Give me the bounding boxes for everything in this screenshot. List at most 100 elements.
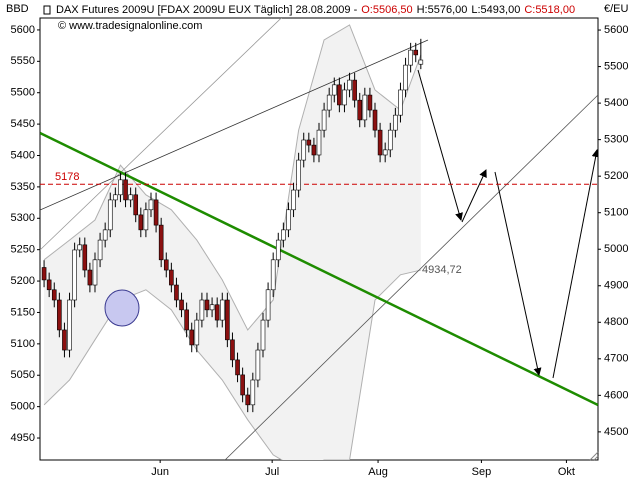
candle-body bbox=[413, 49, 419, 56]
trend-line bbox=[40, 131, 598, 407]
y2-tick-label: 5200 bbox=[604, 170, 628, 182]
candle-body bbox=[225, 299, 230, 341]
candle-body bbox=[163, 259, 169, 271]
trend-line bbox=[40, 18, 282, 251]
candle-body bbox=[296, 159, 301, 191]
y-tick-label: 5250 bbox=[11, 244, 35, 256]
candle-body bbox=[219, 299, 225, 321]
trend-line bbox=[40, 39, 429, 211]
candle-body bbox=[393, 114, 398, 131]
candle-body bbox=[275, 239, 281, 261]
candle-body bbox=[82, 244, 88, 271]
candle-body bbox=[281, 229, 286, 241]
y2-tick-label: 4700 bbox=[604, 353, 628, 365]
candle-body bbox=[189, 329, 195, 346]
y-tick-label: 5150 bbox=[11, 306, 35, 318]
candle-body bbox=[357, 99, 363, 121]
candle-body bbox=[92, 259, 98, 286]
candle-body bbox=[255, 349, 261, 381]
x-tick-label: Jul bbox=[265, 466, 279, 478]
candle-body bbox=[123, 179, 128, 201]
candle-body bbox=[46, 279, 52, 291]
candle-body bbox=[286, 209, 291, 231]
candle-body bbox=[118, 179, 123, 196]
candle-body bbox=[352, 79, 357, 101]
y-tick-label: 5450 bbox=[11, 118, 35, 130]
y-tick-label: 5350 bbox=[11, 181, 35, 193]
candle-body bbox=[199, 299, 205, 321]
candle-body bbox=[347, 79, 352, 91]
y-tick-label: 5400 bbox=[11, 149, 35, 161]
x-tick-label: Sep bbox=[472, 466, 492, 478]
candle-body bbox=[62, 329, 67, 351]
candle-body bbox=[387, 129, 393, 151]
candle-body bbox=[235, 359, 240, 376]
candle-body bbox=[408, 49, 413, 66]
candle-body bbox=[316, 129, 322, 156]
y-tick-label: 5300 bbox=[11, 212, 35, 224]
candle-body bbox=[102, 229, 108, 241]
candle-body bbox=[97, 239, 103, 261]
candle-body bbox=[87, 269, 93, 286]
candle-body bbox=[403, 64, 408, 91]
y2-tick-label: 4600 bbox=[604, 389, 628, 401]
candle-body bbox=[148, 199, 154, 211]
candle-body bbox=[184, 309, 189, 331]
candle-body bbox=[342, 89, 347, 106]
annotation: 4934,72 bbox=[422, 264, 462, 276]
x-tick-label: Jun bbox=[151, 466, 169, 478]
candle-body bbox=[291, 189, 296, 211]
candle-body bbox=[41, 267, 47, 281]
candle-body bbox=[398, 89, 403, 116]
candle-body bbox=[337, 84, 342, 106]
y-tick-label: 5550 bbox=[11, 55, 35, 67]
y2-tick-label: 5100 bbox=[604, 207, 628, 219]
y-tick-label: 5100 bbox=[11, 338, 35, 350]
trend-line bbox=[224, 94, 598, 460]
level-label: 5178 bbox=[55, 171, 79, 183]
y2-tick-label: 4800 bbox=[604, 316, 628, 328]
candle-body bbox=[326, 94, 332, 111]
candle-body bbox=[204, 299, 210, 311]
candle-body bbox=[51, 289, 57, 301]
arrow bbox=[417, 69, 463, 221]
arrow bbox=[552, 149, 598, 379]
candle-body bbox=[107, 199, 113, 231]
ohlc-label: C:5518,00 bbox=[524, 4, 575, 16]
chart-title: DAX Futures 2009U [FDAX 2009U EUX Täglic… bbox=[56, 4, 575, 16]
y2-tick-label: 5000 bbox=[604, 243, 628, 255]
drawings bbox=[40, 18, 598, 460]
title-icon bbox=[43, 5, 51, 15]
candle-body bbox=[194, 319, 200, 346]
candle-body bbox=[67, 299, 72, 351]
y-axis-label: BBD bbox=[6, 3, 29, 15]
candle-body bbox=[260, 319, 266, 351]
candle-body bbox=[240, 374, 245, 396]
candle-body bbox=[265, 289, 271, 321]
band-lower bbox=[43, 269, 421, 460]
arrow bbox=[461, 169, 487, 223]
y-tick-label: 5000 bbox=[11, 401, 35, 413]
title-text: DAX Futures 2009U [FDAX 2009U EUX Täglic… bbox=[56, 4, 358, 16]
candle-body bbox=[128, 194, 133, 201]
candle-body bbox=[174, 284, 179, 301]
candle-body bbox=[72, 249, 77, 301]
x-tick-label: Aug bbox=[368, 466, 388, 478]
y2-axis-label: €/EU bbox=[604, 3, 629, 15]
y2-tick-label: 5500 bbox=[604, 60, 628, 72]
candle-body bbox=[179, 299, 184, 311]
subtitle: © www.tradesignalonline.com bbox=[58, 20, 202, 32]
candle-body bbox=[367, 94, 373, 111]
x-tick-label: Okt bbox=[558, 466, 575, 478]
candle-body bbox=[113, 194, 118, 201]
y-tick-label: 5600 bbox=[11, 24, 35, 36]
candle-body bbox=[245, 394, 251, 406]
marker-ellipse bbox=[104, 289, 140, 327]
candle-body bbox=[138, 214, 144, 231]
candle-body bbox=[143, 209, 149, 231]
candle-body bbox=[153, 199, 159, 226]
candle-body bbox=[230, 339, 235, 361]
y-tick-label: 4950 bbox=[11, 432, 35, 444]
y2-tick-label: 4900 bbox=[604, 280, 628, 292]
